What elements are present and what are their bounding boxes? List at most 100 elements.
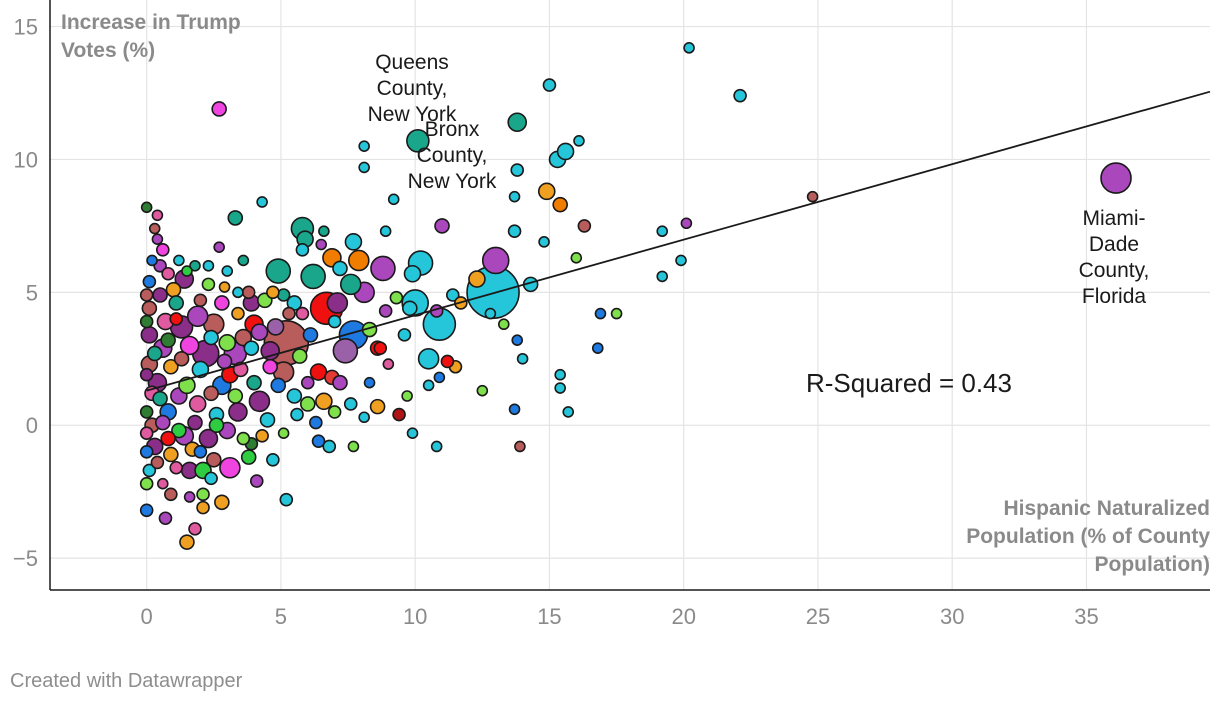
data-point <box>514 440 526 453</box>
data-point <box>806 190 819 203</box>
data-point <box>152 287 168 303</box>
data-point <box>241 285 256 300</box>
data-point <box>248 390 271 413</box>
data-point <box>516 352 529 365</box>
data-point <box>164 487 178 502</box>
data-point <box>332 338 359 364</box>
data-point <box>227 388 244 404</box>
data-point <box>139 476 154 491</box>
data-point <box>141 300 158 317</box>
data-point <box>173 254 185 267</box>
data-point <box>1100 162 1132 194</box>
data-point <box>139 405 154 419</box>
data-point <box>160 430 176 447</box>
data-point <box>508 403 521 416</box>
data-point <box>680 217 693 230</box>
y-tick-label: 10 <box>14 147 38 172</box>
data-point <box>277 427 290 439</box>
data-point <box>406 129 430 153</box>
data-point <box>201 277 216 292</box>
data-point <box>218 281 231 293</box>
data-point <box>171 422 187 439</box>
annotation-queens: Queens County, New York <box>352 50 472 128</box>
annotation-line: Miami- <box>1082 207 1146 230</box>
data-point <box>434 218 450 234</box>
data-point <box>266 318 285 336</box>
data-point <box>227 210 244 226</box>
data-point <box>168 295 185 311</box>
data-point <box>484 307 497 320</box>
data-point <box>363 376 376 389</box>
data-point <box>315 392 333 411</box>
data-point <box>552 196 568 213</box>
data-point <box>250 323 269 342</box>
data-point <box>554 382 566 394</box>
data-point <box>155 243 170 257</box>
data-point <box>139 445 154 459</box>
data-point <box>203 329 219 346</box>
data-point <box>327 405 342 419</box>
data-point <box>369 398 386 415</box>
data-point <box>402 300 418 317</box>
x-tick-label: 25 <box>806 604 830 629</box>
y-axis-label: Increase in Trump Votes (%) <box>61 11 241 62</box>
annotation-bronx: Bronx County, New York <box>392 117 512 195</box>
tick-labels: −5 0 5 10 15 0 5 10 15 20 25 30 35 <box>13 15 1099 629</box>
data-point <box>189 259 201 272</box>
data-point <box>186 305 209 328</box>
data-point <box>152 390 168 407</box>
data-point <box>577 219 592 233</box>
data-point <box>139 288 154 302</box>
data-point <box>570 251 583 264</box>
data-point <box>279 492 294 507</box>
data-point <box>156 477 169 490</box>
data-point <box>481 246 510 275</box>
data-point <box>203 385 219 402</box>
data-point <box>507 112 528 133</box>
x-axis-label: Hispanic Naturalized Population (% of Co… <box>966 497 1210 576</box>
data-point <box>675 254 687 267</box>
data-point <box>508 190 521 203</box>
x-tick-label: 0 <box>141 604 153 629</box>
data-point <box>139 426 154 440</box>
footer-credit: Created with Datawrapper <box>10 670 243 692</box>
data-point <box>511 334 524 346</box>
data-point <box>344 233 363 251</box>
data-point <box>322 439 337 454</box>
data-point <box>148 222 161 235</box>
data-point <box>211 101 227 117</box>
data-point <box>554 368 566 381</box>
data-point <box>208 417 225 434</box>
data-point <box>433 371 446 384</box>
x-tick-label: 30 <box>940 604 964 629</box>
data-point <box>266 285 280 300</box>
data-point <box>430 440 443 453</box>
data-point <box>249 474 264 488</box>
data-point <box>507 224 522 239</box>
data-point <box>228 402 248 422</box>
data-point <box>339 273 362 296</box>
annotation-line: Bronx <box>424 118 480 141</box>
data-point <box>256 196 268 208</box>
data-point <box>347 249 370 272</box>
data-point <box>562 406 575 418</box>
data-point <box>315 238 328 251</box>
data-point <box>332 374 348 391</box>
data-point <box>146 254 158 267</box>
data-point <box>290 407 304 422</box>
data-point <box>214 494 230 511</box>
data-point <box>497 318 510 331</box>
x-tick-label: 5 <box>275 604 287 629</box>
data-point <box>358 161 370 174</box>
data-point <box>259 412 276 428</box>
trendline <box>146 90 1211 392</box>
data-point <box>295 306 310 321</box>
data-point <box>219 456 241 479</box>
data-point <box>300 375 315 390</box>
data-point <box>403 264 422 283</box>
annotation-line: Florida <box>1081 285 1147 308</box>
x-axis-line <box>49 0 1210 591</box>
data-point <box>422 379 435 392</box>
data-point <box>440 354 455 369</box>
